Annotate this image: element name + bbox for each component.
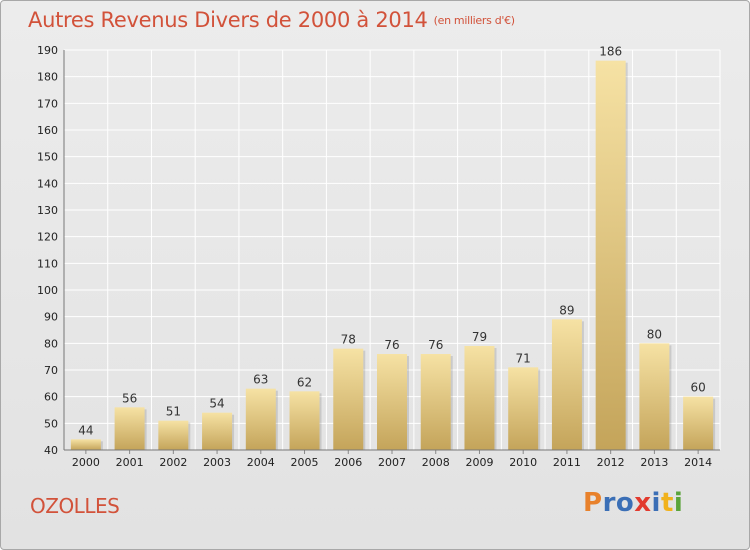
x-tick-label: 2003 bbox=[203, 456, 231, 469]
x-tick-label: 2000 bbox=[72, 456, 100, 469]
bar bbox=[551, 319, 582, 450]
x-tick-label: 2007 bbox=[378, 456, 406, 469]
y-tick-label: 180 bbox=[37, 71, 58, 84]
logo-letter: i bbox=[651, 488, 661, 518]
logo-letter: i bbox=[673, 488, 684, 518]
bar-value-label: 44 bbox=[78, 423, 93, 437]
bar-value-label: 80 bbox=[647, 327, 662, 341]
x-tick-label: 2008 bbox=[422, 456, 450, 469]
y-tick-label: 130 bbox=[37, 204, 58, 217]
y-tick-label: 80 bbox=[44, 337, 58, 350]
bar bbox=[683, 396, 714, 450]
logo-letter: P bbox=[583, 488, 603, 518]
bar bbox=[70, 439, 101, 450]
proxiti-logo: Proxiti bbox=[583, 488, 683, 518]
bar bbox=[114, 407, 145, 450]
bar bbox=[202, 412, 233, 450]
x-tick-label: 2012 bbox=[597, 456, 625, 469]
y-tick-label: 90 bbox=[44, 311, 58, 324]
bar-value-label: 76 bbox=[428, 338, 443, 352]
bar-series: 44 56 51 54 63 62 78 76 76 79 71 89 186 80 60 bbox=[70, 45, 716, 451]
y-tick-label: 160 bbox=[37, 124, 58, 137]
bar-value-label: 79 bbox=[472, 330, 487, 344]
bar-value-label: 186 bbox=[599, 45, 622, 59]
chart-title-text: Autres Revenus Divers de 2000 à 2014 bbox=[28, 8, 428, 32]
y-tick-label: 70 bbox=[44, 364, 58, 377]
bar-value-label: 62 bbox=[297, 375, 312, 389]
x-tick-label: 2011 bbox=[553, 456, 581, 469]
bar bbox=[595, 60, 626, 451]
y-tick-label: 170 bbox=[37, 97, 58, 110]
bar-value-label: 78 bbox=[341, 333, 356, 347]
y-tick-label: 140 bbox=[37, 177, 58, 190]
bar bbox=[464, 346, 495, 450]
bar bbox=[420, 354, 451, 450]
x-tick-label: 2002 bbox=[159, 456, 187, 469]
x-tick-label: 2006 bbox=[334, 456, 362, 469]
city-name: OZOLLES bbox=[30, 494, 120, 518]
bar-value-label: 89 bbox=[559, 303, 574, 317]
bar bbox=[245, 388, 276, 450]
bar-value-label: 63 bbox=[253, 373, 268, 387]
logo-letter: o bbox=[615, 488, 635, 518]
logo-letter: x bbox=[634, 488, 652, 518]
y-tick-label: 110 bbox=[37, 257, 58, 270]
y-tick-label: 190 bbox=[37, 44, 58, 57]
x-tick-label: 2009 bbox=[465, 456, 493, 469]
y-tick-label: 150 bbox=[37, 151, 58, 164]
bar-value-label: 51 bbox=[166, 405, 181, 419]
x-tick-label: 2014 bbox=[684, 456, 712, 469]
bar bbox=[508, 367, 539, 450]
y-tick-label: 50 bbox=[44, 417, 58, 430]
bar-value-label: 54 bbox=[209, 397, 224, 411]
x-tick-label: 2013 bbox=[640, 456, 668, 469]
chart-title: Autres Revenus Divers de 2000 à 2014 (en … bbox=[28, 8, 515, 32]
y-tick-label: 120 bbox=[37, 231, 58, 244]
bar bbox=[639, 343, 670, 450]
y-tick-label: 100 bbox=[37, 284, 58, 297]
bar bbox=[289, 391, 320, 450]
bar bbox=[377, 354, 407, 450]
x-tick-label: 2004 bbox=[247, 456, 275, 469]
y-tick-label: 40 bbox=[44, 444, 58, 457]
x-tick-label: 2010 bbox=[509, 456, 537, 469]
bar-value-label: 76 bbox=[384, 338, 399, 352]
x-tick-label: 2005 bbox=[291, 456, 319, 469]
bar-value-label: 56 bbox=[122, 391, 137, 405]
bar bbox=[158, 420, 189, 450]
bar-value-label: 71 bbox=[516, 351, 531, 365]
x-tick-label: 2001 bbox=[116, 456, 144, 469]
chart-subtitle: (en milliers d'€) bbox=[433, 14, 515, 27]
y-tick-label: 60 bbox=[44, 391, 58, 404]
logo-letter: r bbox=[602, 488, 616, 518]
bar-value-label: 60 bbox=[690, 381, 705, 395]
axes: 40 50 60 70 80 90 100 110 120 130 140 150 160 170 180 1… bbox=[37, 44, 720, 469]
logo-letter: t bbox=[660, 488, 674, 518]
bar bbox=[333, 348, 364, 450]
